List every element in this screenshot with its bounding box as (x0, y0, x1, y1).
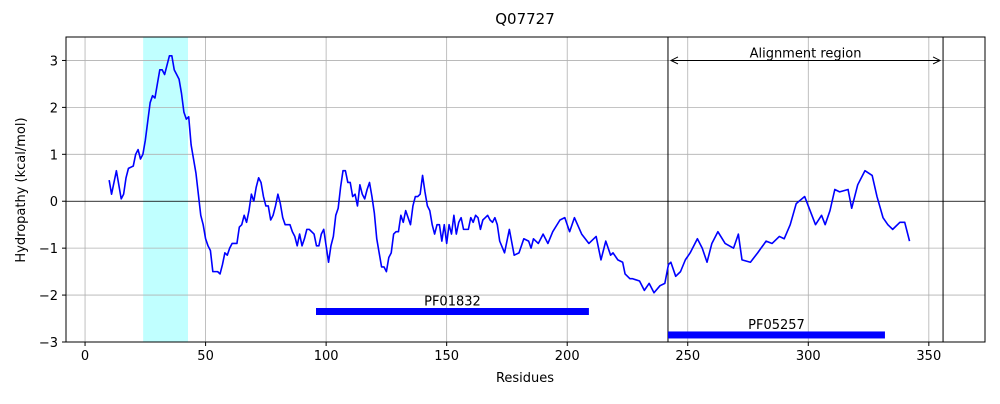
region-label: Alignment region (750, 46, 862, 61)
y-tick-label: 1 (50, 148, 58, 163)
x-tick-label: 100 (314, 349, 339, 364)
chart-title: Q07727 (495, 10, 555, 28)
y-tick-label: 0 (50, 195, 58, 210)
x-tick-label: 200 (555, 349, 580, 364)
x-tick-label: 350 (916, 349, 941, 364)
arrow-head (932, 56, 942, 65)
y-tick-label: −2 (39, 289, 58, 304)
y-tick-label: 3 (50, 54, 58, 69)
domain-label: PF05257 (748, 318, 805, 333)
x-axis-label: Residues (496, 371, 554, 386)
plot-frame (65, 36, 986, 343)
hydropathy-line (108, 54, 911, 294)
arrow-head (669, 56, 679, 65)
highlight-span (143, 37, 188, 342)
y-tick-label: −3 (39, 336, 58, 351)
x-tick-label: 0 (81, 349, 89, 364)
y-tick-label: 2 (50, 101, 58, 116)
y-tick-label: −1 (39, 242, 58, 257)
domain-bar (316, 308, 589, 315)
domain-bar (667, 331, 885, 339)
x-tick-label: 250 (675, 349, 700, 364)
y-axis-label: Hydropathy (kcal/mol) (14, 117, 29, 262)
x-tick-label: 50 (197, 349, 214, 364)
x-tick-label: 300 (796, 349, 821, 364)
domain-label: PF01832 (424, 295, 481, 310)
x-tick-label: 150 (434, 349, 459, 364)
